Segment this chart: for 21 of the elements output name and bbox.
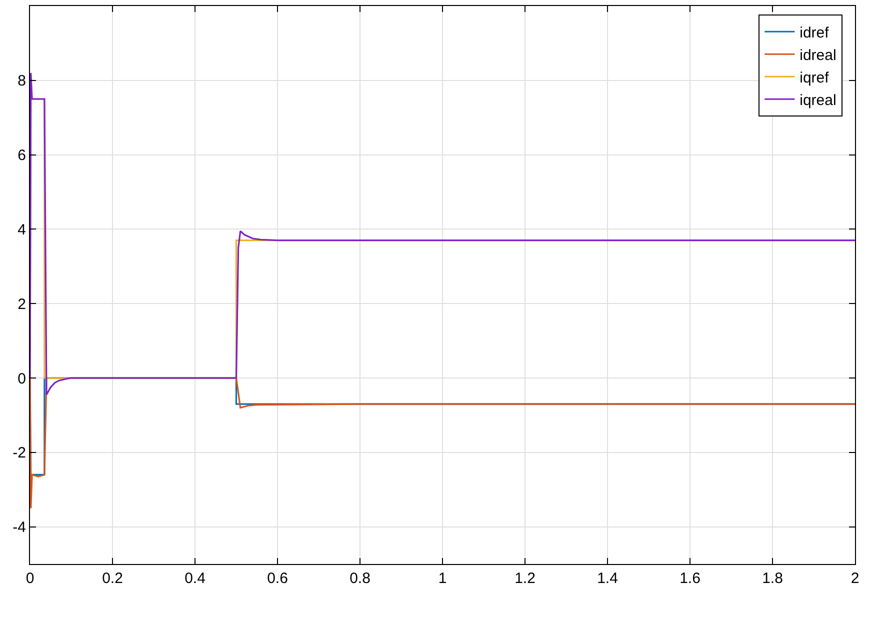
x-tick-label: 1.2: [514, 570, 536, 587]
y-tick-label: 8: [18, 72, 26, 90]
x-tick-label: 0.2: [102, 570, 123, 587]
y-tick-label: 6: [18, 147, 26, 164]
y-tick-label: -4: [12, 519, 26, 536]
x-tick-label: 1: [438, 570, 447, 587]
x-tick-label: 1.8: [762, 570, 783, 587]
legend-label: idref: [800, 24, 830, 42]
legend-label: iqref: [800, 69, 830, 86]
y-tick-label: 2: [18, 296, 26, 313]
y-tick-label: -2: [12, 444, 26, 462]
legend-label: iqreal: [800, 92, 836, 109]
legend-label: idreal: [800, 46, 836, 64]
x-tick-label: 1.6: [680, 570, 700, 587]
x-tick-label: 0.6: [267, 570, 288, 587]
x-tick-label: 2: [850, 570, 860, 587]
y-tick-label: 0: [18, 370, 26, 388]
y-tick-label: 4: [18, 221, 26, 238]
x-tick-label: 0.8: [350, 570, 370, 587]
x-tick-label: 0.4: [184, 570, 206, 587]
x-tick-label: 1.4: [597, 570, 618, 587]
